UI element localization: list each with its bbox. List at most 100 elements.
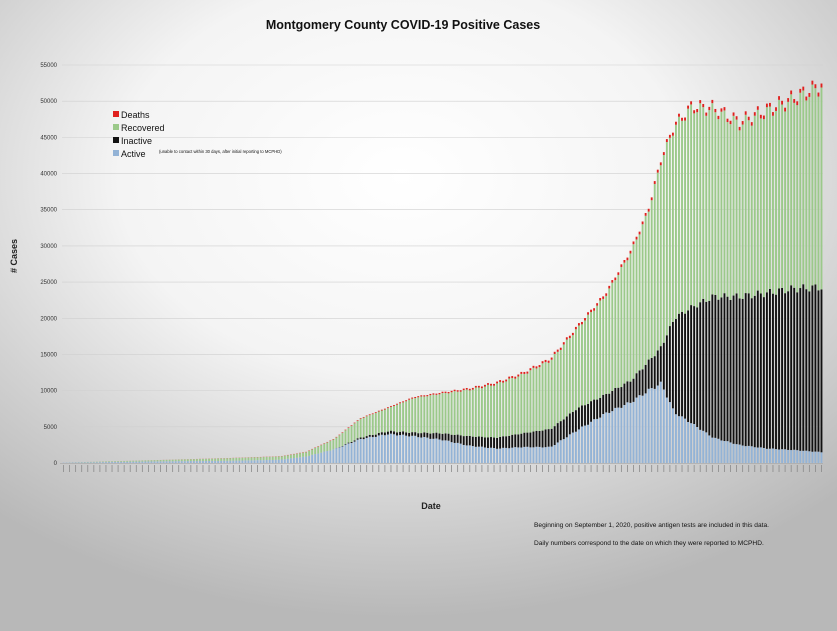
bar-segment-recovered: [211, 458, 214, 461]
x-tick-mark: [348, 465, 349, 472]
bar-segment-recovered: [280, 456, 283, 460]
bar-segment-active: [377, 435, 380, 463]
bar-segment-deaths: [756, 106, 759, 110]
x-tick-mark: [639, 465, 640, 472]
bar-segment-recovered: [611, 282, 614, 391]
bar-segment-active: [120, 461, 123, 463]
bar-segment-recovered: [787, 101, 790, 292]
bar-segment-inactive: [581, 405, 583, 427]
bar-segment-inactive: [799, 288, 802, 451]
bar-segment-recovered: [502, 382, 505, 437]
bar-segment-deaths: [656, 169, 659, 173]
bar-segment-recovered: [126, 460, 129, 462]
bar-segment-active: [450, 442, 453, 463]
bar-segment-deaths: [490, 383, 492, 386]
bar-segment-inactive: [568, 413, 571, 435]
bar-segment-inactive: [453, 434, 456, 443]
bar-segment-inactive: [687, 310, 690, 422]
x-tick-mark: [135, 465, 137, 472]
x-tick-mark: [190, 465, 192, 472]
bar-segment-inactive: [675, 319, 677, 415]
bar-segment-deaths: [559, 347, 562, 350]
bar-segment-recovered: [214, 458, 217, 461]
bar-segment-deaths: [799, 88, 802, 93]
bar-segment-deaths: [717, 115, 720, 120]
x-tick-mark: [718, 465, 719, 472]
x-axis-tick-labels: [63, 465, 822, 472]
x-tick-mark: [602, 465, 604, 472]
bar-segment-recovered: [632, 244, 635, 379]
bar-segment-active: [644, 393, 647, 463]
bar-segment-recovered: [684, 120, 686, 314]
bar-segment-active: [89, 462, 92, 463]
legend: Deaths Recovered Inactive (unable to con…: [113, 110, 282, 159]
bar-segment-inactive: [717, 299, 720, 439]
bar-segment-active: [802, 450, 805, 463]
bar-segment-active: [544, 447, 547, 463]
bar-segment-active: [553, 445, 556, 463]
bar-segment-deaths: [608, 285, 611, 289]
bar-segment-recovered: [817, 96, 820, 291]
bar-segment-recovered: [208, 458, 210, 461]
bar-segment-recovered: [241, 457, 244, 461]
bar-segment-recovered: [526, 373, 529, 433]
x-tick-mark: [445, 465, 446, 472]
x-tick-mark: [699, 465, 701, 472]
y-tick-label: 10000: [40, 389, 57, 395]
bar-segment-inactive: [432, 433, 435, 439]
bar-segment-active: [353, 441, 356, 463]
bar-segment-active: [529, 447, 532, 463]
bar-segment-active: [793, 449, 796, 463]
x-tick-mark: [542, 465, 543, 472]
bar-segment-recovered: [405, 401, 408, 433]
bar-segment-active: [781, 449, 784, 463]
bar-segment-deaths: [435, 393, 438, 395]
bar-segment-active: [426, 437, 429, 463]
bar-segment-deaths: [623, 259, 626, 263]
bar-segment-inactive: [778, 288, 780, 450]
x-tick-mark: [548, 465, 550, 472]
bar-segment-active: [629, 402, 632, 463]
bar-segment-inactive: [775, 294, 777, 450]
bar-segment-inactive: [765, 292, 768, 449]
bar-segment-recovered: [496, 383, 499, 438]
x-tick-mark: [451, 465, 452, 472]
bar-segment-active: [705, 432, 708, 463]
legend-label-recovered: Recovered: [121, 123, 165, 133]
bar-segment-recovered: [271, 456, 274, 460]
bar-segment-deaths: [365, 415, 368, 417]
bar-segment-recovered: [156, 460, 159, 462]
bar-segment-active: [135, 461, 138, 463]
bar-segment-deaths: [511, 376, 514, 378]
bar-segment-active: [332, 449, 335, 463]
bar-segment-recovered: [599, 300, 602, 398]
gridlines: [62, 64, 823, 464]
bar-segment-recovered: [314, 447, 317, 455]
bar-segment-recovered: [471, 389, 474, 437]
bar-segment-active: [95, 462, 98, 463]
bar-segment-active: [447, 440, 450, 463]
bar-segment-recovered: [678, 116, 680, 314]
bar-segment-deaths: [484, 384, 486, 387]
x-tick-mark: [208, 465, 210, 472]
bar-segment-deaths: [480, 386, 483, 389]
y-tick-label: 35000: [40, 208, 57, 214]
bar-segment-inactive: [762, 297, 765, 448]
bar-segment-inactive: [647, 359, 650, 389]
x-tick-mark: [111, 465, 113, 472]
bar-segment-recovered: [520, 373, 523, 434]
bar-segment-inactive: [408, 432, 411, 437]
bar-segment-deaths: [411, 397, 414, 399]
bar-segment-active: [250, 460, 253, 463]
x-tick-mark: [245, 465, 246, 472]
bar-segment-recovered: [380, 410, 383, 433]
bar-segment-deaths: [723, 107, 726, 111]
bar-segment-active: [180, 461, 183, 463]
bar-segment-recovered: [493, 385, 495, 438]
bar-segment-deaths: [414, 396, 417, 399]
bar-segment-inactive: [393, 431, 395, 435]
x-tick-mark: [633, 465, 634, 472]
bar-segment-recovered: [283, 455, 286, 460]
bar-segment-deaths: [744, 111, 747, 115]
bar-segment-recovered: [183, 459, 186, 462]
